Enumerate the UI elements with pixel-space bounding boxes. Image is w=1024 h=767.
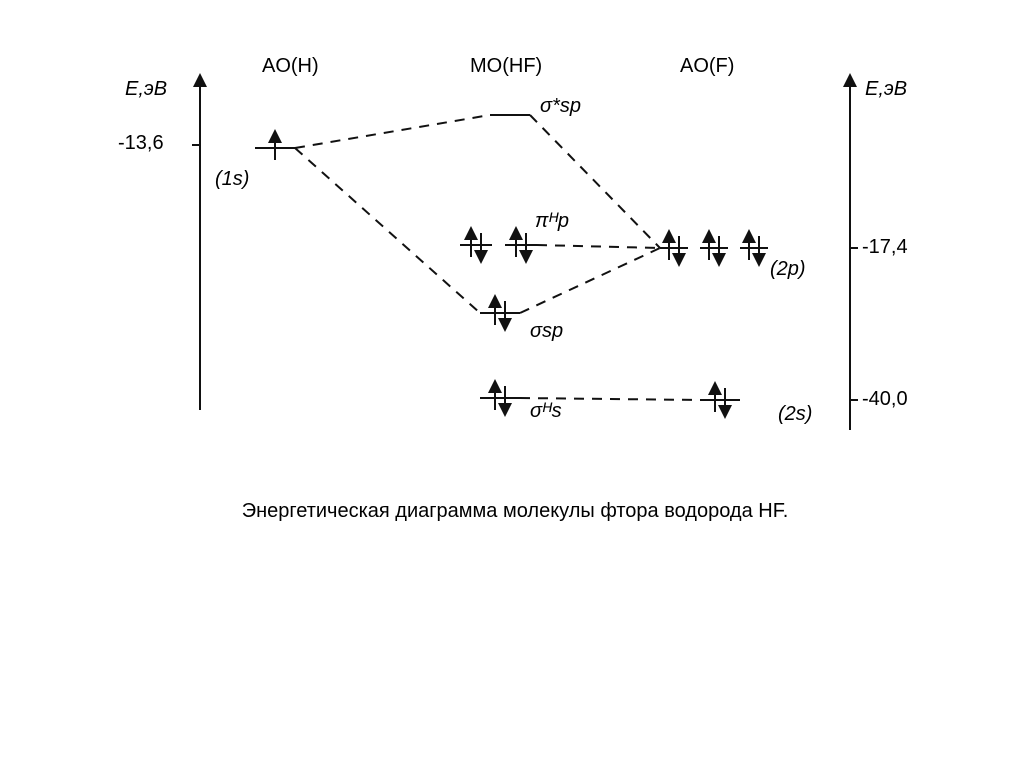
tick-right-40-0: -40,0 bbox=[862, 388, 908, 411]
mo-diagram-svg bbox=[0, 0, 1024, 767]
heading-ao-h: AO(H) bbox=[262, 55, 319, 78]
axis-label-right: E,эВ bbox=[865, 78, 907, 101]
orbital-label-sigma-star: σ*sp bbox=[540, 95, 581, 118]
heading-ao-f: AO(F) bbox=[680, 55, 734, 78]
orbital-label-2p: (2p) bbox=[770, 258, 806, 281]
orbital-label-sigma-sp: σsp bbox=[530, 320, 563, 343]
tick-right-17-4: -17,4 bbox=[862, 236, 908, 259]
axis-label-left: E,эВ bbox=[125, 78, 167, 101]
orbital-label-sigma-sh: σᴴs bbox=[530, 400, 562, 423]
orbital-label-2s: (2s) bbox=[778, 403, 812, 426]
orbital-label-pi-h: πᴴp bbox=[535, 210, 569, 233]
figure-caption: Энергетическая диаграмма молекулы фтора … bbox=[195, 500, 835, 523]
heading-mo-hf: MO(HF) bbox=[470, 55, 542, 78]
tick-left-13-6: -13,6 bbox=[118, 132, 164, 155]
orbital-label-1s: (1s) bbox=[215, 168, 249, 191]
diagram-stage: AO(H) MO(HF) AO(F) E,эВ E,эВ -13,6 -17,4… bbox=[0, 0, 1024, 767]
